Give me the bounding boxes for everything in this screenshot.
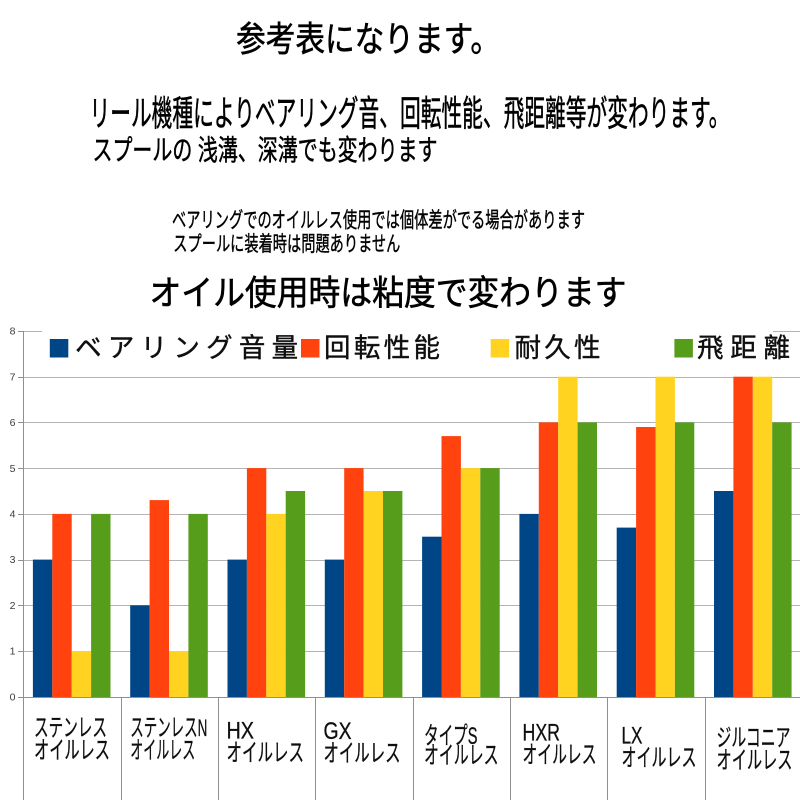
svg-text:オイルレス: オイルレス xyxy=(622,745,697,772)
svg-text:4: 4 xyxy=(10,509,16,521)
svg-text:オイルレス: オイルレス xyxy=(717,747,793,774)
svg-text:オイルレス: オイルレス xyxy=(34,737,110,764)
svg-text:オイルレス: オイルレス xyxy=(227,740,305,767)
svg-text:HX: HX xyxy=(227,718,255,745)
svg-text:8: 8 xyxy=(10,326,16,338)
svg-text:5: 5 xyxy=(10,463,16,475)
svg-text:0: 0 xyxy=(10,691,16,703)
svg-text:ジルコニア: ジルコニア xyxy=(717,725,791,752)
svg-text:7: 7 xyxy=(10,371,16,383)
svg-text:リール機種によりベアリング音、回転性能、飛距離等が変わります: リール機種によりベアリング音、回転性能、飛距離等が変わります。 xyxy=(90,93,730,133)
svg-text:ベアリング音量: ベアリング音量 xyxy=(75,333,298,363)
svg-text:GX: GX xyxy=(324,718,352,745)
svg-text:6: 6 xyxy=(10,417,16,429)
svg-text:耐久性: 耐久性 xyxy=(515,333,601,363)
svg-text:3: 3 xyxy=(10,554,16,566)
svg-text:2: 2 xyxy=(10,600,16,612)
svg-text:タイプS: タイプS xyxy=(424,722,478,750)
svg-text:HXR: HXR xyxy=(523,720,561,747)
svg-text:飛距離: 飛距離 xyxy=(697,333,790,363)
svg-text:1: 1 xyxy=(10,646,16,658)
svg-text:ステンレス: ステンレス xyxy=(34,715,107,742)
svg-text:参考表になります。: 参考表になります。 xyxy=(236,21,500,60)
svg-text:スプールに装着時は問題ありません: スプールに装着時は問題ありません xyxy=(173,233,400,256)
svg-text:ベアリングでのオイルレス使用では個体差がでる場合があります: ベアリングでのオイルレス使用では個体差がでる場合があります xyxy=(172,209,585,233)
svg-text:オイルレス: オイルレス xyxy=(424,742,499,769)
svg-text:オイル使用時は粘度で変わります: オイル使用時は粘度で変わります xyxy=(150,274,627,313)
svg-text:スプールの 浅溝、深溝でも変わります: スプールの 浅溝、深溝でも変わります xyxy=(93,135,438,167)
svg-text:ステンレスN: ステンレスN xyxy=(130,715,207,742)
svg-text:オイルレス: オイルレス xyxy=(130,737,195,764)
svg-text:オイルレス: オイルレス xyxy=(523,742,597,769)
svg-text:オイルレス: オイルレス xyxy=(324,740,401,767)
svg-text:LX: LX xyxy=(622,723,643,750)
